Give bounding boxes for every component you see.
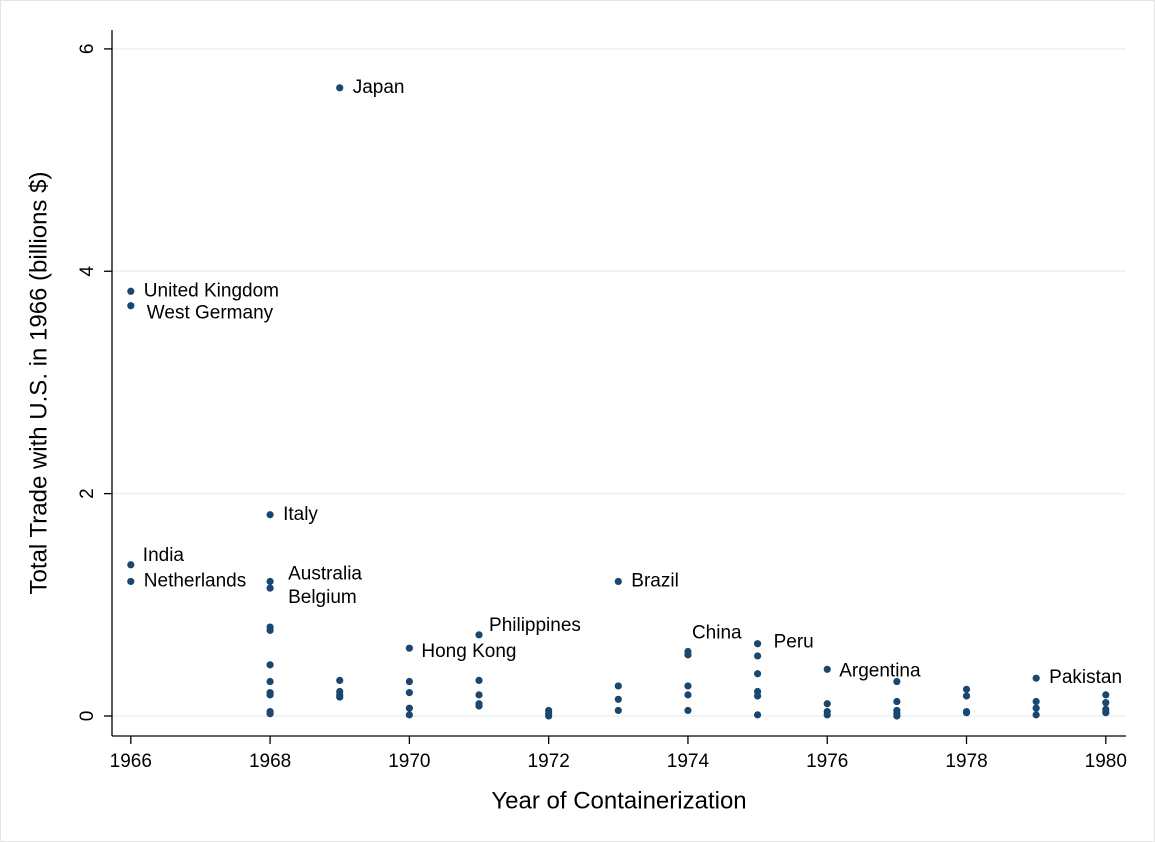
point: [684, 682, 692, 690]
point: [614, 706, 622, 715]
point: [336, 676, 344, 685]
point: [127, 302, 135, 310]
point: [823, 665, 831, 673]
point: [266, 677, 274, 686]
point-label: Argentina: [839, 660, 921, 681]
point: [336, 84, 344, 92]
point: [684, 706, 692, 715]
point: [1032, 711, 1040, 719]
x-tick-label: 1976: [806, 751, 848, 772]
x-tick-label: 1968: [249, 751, 291, 772]
point-label: Japan: [353, 77, 405, 98]
point: [127, 287, 135, 295]
point: [405, 689, 413, 697]
point-label: Italy: [283, 504, 318, 525]
point: [962, 709, 971, 717]
point: [266, 691, 274, 699]
point: [266, 710, 274, 718]
point: [684, 651, 692, 659]
x-tick-label: 1978: [945, 751, 987, 772]
point: [962, 685, 971, 693]
point: [684, 691, 692, 699]
point-label: China: [692, 623, 742, 644]
point: [127, 577, 135, 586]
point: [266, 661, 274, 669]
x-tick-label: 1980: [1085, 751, 1127, 772]
point: [475, 691, 483, 699]
point: [893, 677, 901, 686]
point-label: Belgium: [288, 587, 357, 608]
point: [823, 700, 831, 708]
point-label: Australia: [288, 563, 362, 584]
point: [475, 702, 483, 710]
point: [405, 704, 413, 712]
point: [336, 693, 344, 701]
point: [127, 561, 135, 569]
y-tick-label: 4: [77, 266, 98, 277]
point: [545, 712, 553, 720]
point: [614, 577, 622, 586]
point: [753, 711, 762, 719]
point: [614, 682, 622, 690]
point: [962, 692, 971, 700]
point-label: West Germany: [147, 303, 274, 324]
x-tick-label: 1970: [388, 751, 430, 772]
point: [753, 640, 762, 648]
point: [405, 644, 413, 652]
point-label: Pakistan: [1049, 667, 1122, 688]
point: [1102, 691, 1110, 699]
point: [1102, 709, 1110, 717]
point: [1102, 699, 1110, 707]
point: [266, 511, 274, 519]
point-label: Peru: [774, 632, 814, 653]
point: [614, 695, 622, 703]
point: [266, 626, 274, 634]
point: [753, 692, 762, 700]
point: [405, 711, 413, 719]
y-tick-label: 2: [77, 488, 98, 499]
point: [823, 711, 831, 719]
point: [475, 676, 483, 685]
x-tick-label: 1974: [667, 751, 710, 772]
point: [405, 677, 413, 686]
point: [266, 577, 274, 586]
point: [1032, 697, 1040, 706]
point-label: United Kingdom: [144, 280, 279, 301]
point-label: India: [143, 545, 185, 566]
x-axis-label: Year of Containerization: [491, 787, 746, 814]
point: [893, 697, 901, 706]
x-tick-label: 1972: [528, 751, 570, 772]
point: [266, 584, 274, 592]
y-tick-label: 0: [77, 711, 98, 722]
point: [1032, 674, 1040, 682]
y-axis-label: Total Trade with U.S. in 1966 (billions …: [25, 172, 52, 595]
y-tick-label: 6: [77, 44, 98, 55]
point-label: Netherlands: [144, 570, 246, 591]
x-tick-label: 1966: [110, 751, 152, 772]
point: [475, 631, 483, 639]
point: [753, 670, 762, 678]
point: [893, 712, 901, 720]
point: [1032, 704, 1040, 712]
point-label: Hong Kong: [421, 641, 516, 662]
point-label: Philippines: [489, 615, 581, 636]
point-label: Brazil: [631, 570, 679, 591]
point: [753, 652, 762, 660]
